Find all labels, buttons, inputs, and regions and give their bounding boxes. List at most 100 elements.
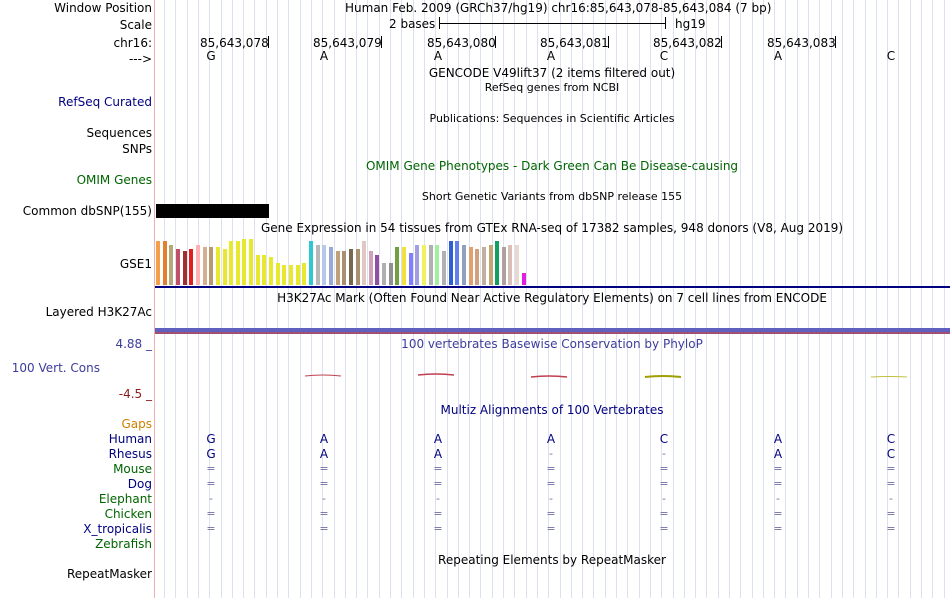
repeatmasker-label[interactable]: RepeatMasker [66, 567, 152, 581]
gtex-tissue-bar[interactable] [342, 251, 347, 285]
gtex-tissue-bar[interactable] [322, 245, 327, 285]
gencode-track-title[interactable]: GENCODE V49lift37 (2 items filtered out) [428, 66, 676, 80]
gtex-tissue-bar[interactable] [362, 241, 367, 285]
gtex-tissue-bar[interactable] [275, 263, 280, 285]
gtex-tissue-bar[interactable] [182, 251, 187, 285]
gridline [673, 0, 674, 598]
gtex-tissue-bar[interactable] [382, 263, 387, 285]
gtex-expression-bars[interactable] [156, 238, 556, 285]
species-label[interactable]: Elephant [98, 492, 152, 506]
gtex-tissue-bar[interactable] [222, 249, 227, 285]
gtex-tissue-bar[interactable] [202, 247, 207, 285]
gtex-tissue-bar[interactable] [289, 265, 293, 285]
gse1-label[interactable]: GSE1 [119, 257, 152, 271]
gtex-tissue-bar[interactable] [415, 245, 420, 285]
species-label[interactable]: Human [108, 432, 152, 446]
gtex-tissue-bar[interactable] [229, 241, 234, 285]
gtex-tissue-bar[interactable] [448, 241, 453, 285]
gtex-tissue-bar[interactable] [488, 245, 493, 285]
gtex-tissue-bar[interactable] [495, 241, 500, 285]
gtex-tissue-bar[interactable] [242, 239, 247, 285]
gtex-tissue-bar[interactable] [302, 263, 307, 285]
gtex-tissue-bar[interactable] [269, 257, 274, 285]
gtex-tissue-bar[interactable] [475, 249, 480, 285]
gtex-tissue-bar[interactable] [501, 247, 506, 285]
h3k27ac-signal[interactable] [155, 328, 950, 332]
omim-genes-label[interactable]: OMIM Genes [76, 173, 152, 187]
snps-label[interactable]: SNPs [122, 142, 152, 156]
gtex-tissue-bar[interactable] [355, 249, 360, 285]
gridline [537, 0, 538, 598]
refseq-curated-label[interactable]: RefSeq Curated [58, 95, 152, 109]
gtex-tissue-bar[interactable] [348, 249, 353, 285]
gridline [774, 0, 775, 598]
alignment-cell: = [206, 522, 216, 535]
gtex-tissue-bar[interactable] [175, 249, 180, 285]
gtex-tissue-bar[interactable] [408, 253, 413, 285]
gridline [334, 0, 335, 598]
gtex-tissue-bar[interactable] [156, 241, 160, 285]
gtex-tissue-bar[interactable] [461, 245, 466, 285]
assembly-text: hg19 [675, 17, 706, 31]
gtex-tissue-bar[interactable] [209, 247, 214, 285]
gtex-tissue-bar[interactable] [395, 247, 400, 285]
species-label[interactable]: Rhesus [108, 447, 152, 461]
vert-cons-label[interactable]: 100 Vert. Cons [11, 361, 100, 375]
gtex-tissue-bar[interactable] [249, 239, 254, 285]
gtex-tissue-bar[interactable] [335, 251, 340, 285]
publications-track-title[interactable]: Publications: Sequences in Scientific Ar… [429, 112, 675, 125]
species-label[interactable]: Chicken [104, 507, 152, 521]
gtex-tissue-bar[interactable] [195, 245, 200, 285]
gtex-tissue-bar[interactable] [468, 247, 473, 285]
gtex-tissue-bar[interactable] [441, 251, 446, 285]
multiz-track-title[interactable]: Multiz Alignments of 100 Vertebrates [440, 403, 664, 417]
species-label[interactable]: Zebrafish [95, 537, 152, 551]
gridline [639, 0, 640, 598]
gtex-tissue-bar[interactable] [428, 245, 433, 285]
phylop-track-title[interactable]: 100 vertebrates Basewise Conservation by… [401, 337, 703, 351]
gtex-tissue-bar[interactable] [508, 245, 513, 285]
gtex-tissue-bar[interactable] [235, 241, 240, 285]
common-dbsnp-label[interactable]: Common dbSNP(155) [22, 204, 152, 218]
repeatmasker-track-title[interactable]: Repeating Elements by RepeatMasker [438, 553, 666, 567]
sequences-label[interactable]: Sequences [86, 126, 152, 140]
species-label[interactable]: Mouse [113, 462, 152, 476]
gtex-tissue-bar[interactable] [388, 263, 393, 285]
track-panel[interactable]: Human Feb. 2009 (GRCh37/hg19) chr16:85,6… [155, 0, 950, 598]
species-label[interactable]: Dog [127, 477, 152, 491]
gtex-tissue-bar[interactable] [308, 241, 313, 285]
omim-track-title[interactable]: OMIM Gene Phenotypes - Dark Green Can Be… [365, 159, 739, 173]
common-dbsnp-feature[interactable] [156, 204, 269, 218]
layered-h3k27ac-label[interactable]: Layered H3K27Ac [45, 305, 152, 319]
gtex-tissue-bar[interactable] [169, 245, 174, 285]
gtex-track-title[interactable]: Gene Expression in 54 tissues from GTEx … [260, 221, 844, 235]
gaps-label[interactable]: Gaps [121, 417, 152, 431]
gtex-tissue-bar[interactable] [368, 251, 373, 285]
gtex-tissue-bar[interactable] [189, 249, 194, 285]
ruler-position-label: 85,643,081 [540, 36, 609, 50]
gtex-tissue-bar[interactable] [295, 265, 300, 285]
gtex-tissue-bar[interactable] [315, 245, 320, 285]
gtex-tissue-bar[interactable] [215, 247, 220, 285]
gtex-tissue-bar[interactable] [481, 247, 486, 285]
gtex-tissue-bar[interactable] [515, 245, 520, 285]
refseq-track-title[interactable]: RefSeq genes from NCBI [484, 81, 620, 94]
gtex-tissue-bar[interactable] [402, 247, 407, 285]
gtex-tissue-bar[interactable] [255, 255, 260, 285]
species-label[interactable]: X_tropicalis [83, 522, 152, 536]
gtex-tissue-bar[interactable] [282, 265, 287, 285]
gtex-tissue-bar[interactable] [162, 241, 167, 285]
gtex-tissue-bar[interactable] [435, 245, 440, 285]
gridline [243, 0, 244, 598]
h3k27ac-track-title[interactable]: H3K27Ac Mark (Often Found Near Active Re… [277, 291, 827, 305]
dbsnp-track-title[interactable]: Short Genetic Variants from dbSNP releas… [421, 190, 683, 203]
gtex-tissue-bar[interactable] [455, 241, 460, 285]
gtex-tissue-bar[interactable] [422, 245, 426, 285]
gtex-tissue-bar[interactable] [375, 255, 380, 285]
phylop-signal[interactable] [155, 368, 950, 384]
gridline [729, 0, 730, 598]
gtex-tissue-bar[interactable] [521, 273, 526, 285]
alignment-cell: C [659, 432, 669, 446]
gtex-tissue-bar[interactable] [328, 247, 333, 285]
gtex-tissue-bar[interactable] [262, 255, 267, 285]
